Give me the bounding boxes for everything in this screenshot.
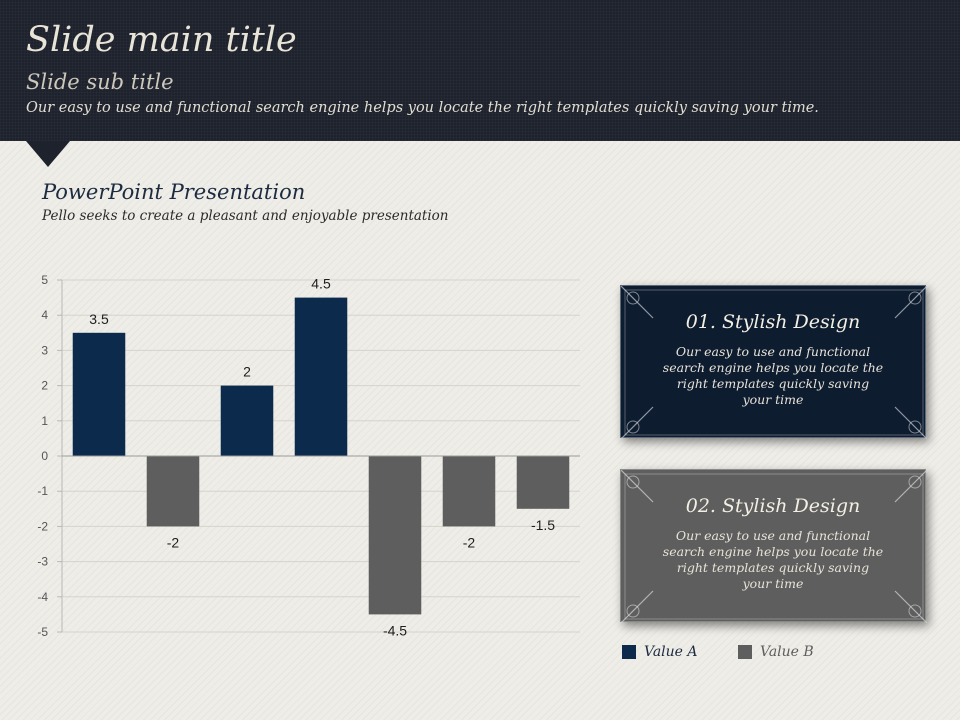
slide-main-title: Slide main title [26, 20, 297, 60]
chart-data-label: 3.5 [89, 311, 109, 327]
chart-y-tick-label: 3 [41, 343, 48, 357]
chart-y-tick-label: -5 [37, 625, 48, 639]
legend-label-value-b: Value B [760, 644, 814, 660]
legend-swatch-value-a [622, 645, 636, 659]
chart-data-label: -4.5 [383, 622, 407, 638]
chart-y-tick-label: 4 [41, 308, 48, 322]
chart-data-labels: 3.5 -2 2 4.5 -4.5 -2 -1.5 [89, 276, 555, 639]
card-title: 01. Stylish Design [685, 311, 861, 333]
chart-y-tick-label: 0 [41, 449, 48, 463]
chart-bar [442, 456, 496, 527]
chart-data-label: -2 [463, 534, 476, 550]
header-notch [26, 141, 70, 167]
chart-data-label: -1.5 [531, 517, 555, 533]
legend-item-value-b: Value B [738, 644, 814, 660]
legend-label-value-a: Value A [644, 644, 698, 660]
section-subtitle: Pello seeks to create a pleasant and enj… [42, 208, 449, 224]
section-title: PowerPoint Presentation [42, 180, 306, 204]
card-ornament-frame [621, 470, 927, 623]
card-text: Our easy to use and functional search en… [662, 528, 884, 591]
chart-y-tick-label: -2 [37, 519, 48, 533]
chart-y-tick-label: 1 [41, 414, 48, 428]
card-text: Our easy to use and functional search en… [662, 344, 884, 407]
chart-bar [368, 456, 422, 615]
chart-bar [294, 297, 348, 456]
header-bar: Slide main title Slide sub title Our eas… [0, 0, 960, 141]
chart-y-tick-label: 5 [41, 273, 48, 287]
chart-bar [220, 385, 274, 456]
chart-bar [516, 456, 570, 509]
slide-sub-title: Slide sub title [26, 70, 174, 94]
legend-item-value-a: Value A [622, 644, 698, 660]
card-ornament-frame [621, 286, 927, 439]
chart-bar [146, 456, 200, 527]
chart-y-axis: 5 4 3 2 1 0 -1 -2 -3 -4 -5 [37, 273, 63, 639]
chart-bar [72, 332, 126, 456]
card-title: 02. Stylish Design [685, 495, 861, 517]
chart-data-label: 4.5 [311, 276, 331, 292]
chart-bars [72, 297, 570, 615]
header-description: Our easy to use and functional search en… [26, 100, 819, 116]
chart-y-tick-label: -1 [37, 484, 48, 498]
chart-y-tick-label: -3 [37, 555, 48, 569]
feature-card-1: 01. Stylish Design Our easy to use and f… [620, 285, 927, 439]
feature-card-2: 02. Stylish Design Our easy to use and f… [620, 469, 927, 623]
legend-swatch-value-b [738, 645, 752, 659]
chart-data-label: -2 [167, 534, 180, 550]
chart-data-label: 2 [243, 364, 251, 380]
chart-y-tick-label: -4 [37, 590, 48, 604]
bar-chart: 5 4 3 2 1 0 -1 -2 -3 -4 -5 3.5 -2 2 4.5 -4.5 -2 -1.5 [37, 273, 580, 639]
chart-y-tick-label: 2 [41, 379, 48, 393]
